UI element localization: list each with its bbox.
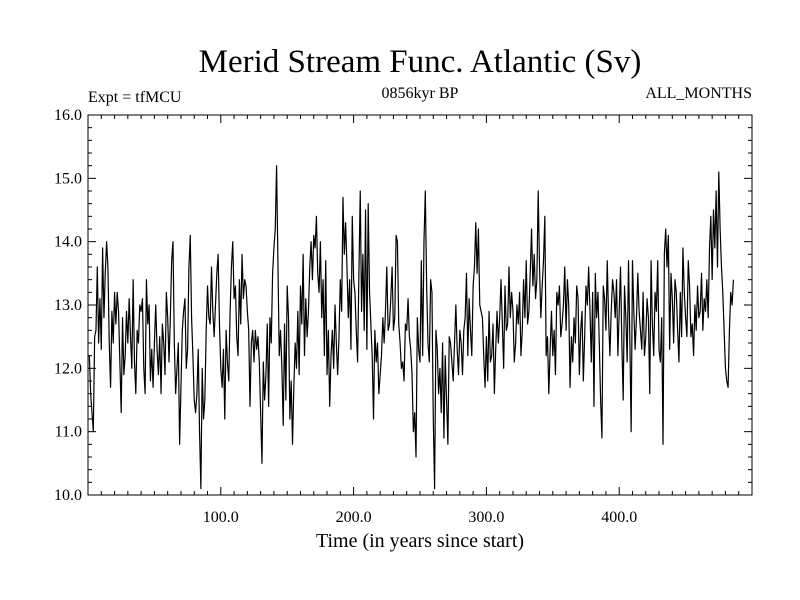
y-tick-label: 13.0 <box>54 297 82 314</box>
y-tick-label: 16.0 <box>54 107 82 124</box>
x-axis: 100.0 200.0 300.0 400.0 <box>87 115 753 526</box>
y-tick-label: 12.0 <box>54 360 82 377</box>
y-tick-label: 14.0 <box>54 234 82 251</box>
y-tick-label: 11.0 <box>55 424 82 441</box>
x-tick-label: 300.0 <box>468 509 504 526</box>
x-tick-label: 400.0 <box>601 509 637 526</box>
months-label: ALL_MONTHS <box>645 85 752 102</box>
chart-title: Merid Stream Func. Atlantic (Sv) <box>199 44 642 80</box>
x-axis-title: Time (in years since start) <box>316 530 524 552</box>
y-axis: 10.0 11.0 12.0 13.0 14.0 15.0 16.0 <box>54 107 752 504</box>
y-tick-label: 15.0 <box>54 170 82 187</box>
x-tick-label: 200.0 <box>336 509 372 526</box>
series-line <box>88 165 735 490</box>
experiment-label: Expt = tfMCU <box>88 89 182 106</box>
y-tick-label: 10.0 <box>54 487 82 504</box>
period-label: 0856kyr BP <box>382 85 459 102</box>
x-tick-label: 100.0 <box>203 509 239 526</box>
